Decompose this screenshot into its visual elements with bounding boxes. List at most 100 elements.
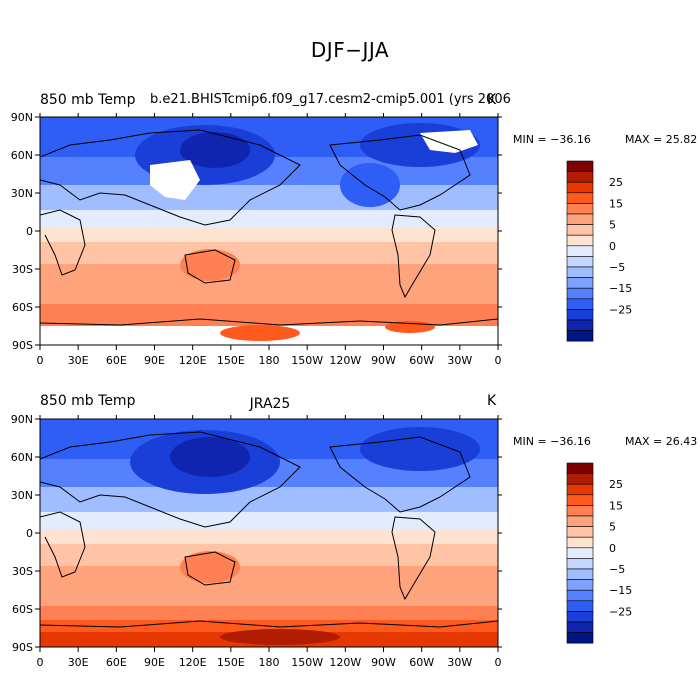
panel2-units: K <box>487 393 497 409</box>
panel1-colorbar-boxes <box>566 160 594 342</box>
colorbar-box <box>566 277 594 289</box>
lat-tick-label: 30S <box>12 565 33 578</box>
colorbar-box <box>566 213 594 225</box>
colorbar-box <box>566 483 594 496</box>
colorbar-box <box>566 171 594 183</box>
lat-tick-label: 0 <box>26 225 33 238</box>
colorbar-box <box>566 494 594 506</box>
panel1-min-label: MIN = −36.16 <box>513 133 591 146</box>
colorbar-label: 5 <box>609 219 616 232</box>
colorbar-box <box>566 181 594 194</box>
panel1-coastlines <box>40 129 498 326</box>
figure-title: DJF−JJA <box>310 38 390 62</box>
panel2-lat-axis: 90N 60N 30N 0 30S 60S 90S <box>11 413 502 654</box>
panel2-field <box>40 419 498 647</box>
colorbar-box <box>566 256 594 268</box>
lon-tick-label: 30W <box>447 354 472 367</box>
colorbar-box <box>566 526 594 538</box>
colorbar-box <box>566 568 594 580</box>
lon-tick-label: 150E <box>217 656 245 669</box>
colorbar-box <box>566 203 594 215</box>
colorbar-label: 0 <box>609 240 616 253</box>
panel2-left-title: 850 mb Temp <box>40 393 136 409</box>
lon-tick-label: 150W <box>291 656 323 669</box>
colorbar-box <box>566 505 594 517</box>
panel1-left-title: 850 mb Temp <box>40 92 136 108</box>
panel2-colorbar: 25 15 5 0 −5 −15 −25 <box>566 462 632 644</box>
panel1-lat-axis: 90N 60N 30N 0 30S 60S 90S <box>11 111 502 352</box>
panel1-units: K <box>487 92 497 108</box>
colorbar-box <box>566 579 594 591</box>
panel2-coastlines <box>40 431 498 628</box>
colorbar-label: 5 <box>609 521 616 534</box>
lat-tick-label: 60N <box>11 451 33 464</box>
lon-tick-label: 60W <box>409 354 434 367</box>
panel2-lon-axis: 0 30E 60E 90E 120E 150E 180 150W 120W 90W 60W 30W 0 <box>37 415 502 669</box>
lat-tick-label: 60S <box>12 603 33 616</box>
lat-tick-label: 30S <box>12 263 33 276</box>
colorbar-box <box>566 621 594 633</box>
lon-tick-label: 60E <box>106 354 127 367</box>
panel2-colorbar-labels: 25 15 5 0 −5 −15 −25 <box>609 478 632 618</box>
lat-tick-label: 90S <box>12 641 33 654</box>
lat-tick-label: 60S <box>12 301 33 314</box>
lon-tick-label: 150E <box>217 354 245 367</box>
lon-tick-label: 90E <box>144 656 165 669</box>
panel2-colorbar-boxes <box>566 462 594 644</box>
panel2-center-title: JRA25 <box>249 396 291 412</box>
lat-tick-label: 30N <box>11 187 33 200</box>
colorbar-box <box>566 611 594 623</box>
panel1-center-title: b.e21.BHISTcmip6.f09_g17.cesm2-cmip5.001… <box>150 92 510 107</box>
panel1-lon-axis: 0 30E 60E 90E 120E 150E 180 150W 120W 90W 60W 30W 0 <box>37 113 502 367</box>
panel1-colorbar-labels: 25 15 5 0 −5 −15 −25 <box>609 176 632 316</box>
colorbar-label: −25 <box>609 303 632 316</box>
panel1-colorbar: 25 15 5 0 −5 −15 −25 <box>566 160 632 342</box>
lat-tick-label: 90S <box>12 339 33 352</box>
lat-tick-label: 0 <box>26 527 33 540</box>
lat-tick-label: 30N <box>11 489 33 502</box>
colorbar-box <box>566 287 594 300</box>
colorbar-box <box>566 298 594 310</box>
colorbar-label: −5 <box>609 563 625 576</box>
lon-tick-label: 60W <box>409 656 434 669</box>
colorbar-label: −25 <box>609 605 632 618</box>
lon-tick-label: 120E <box>179 354 207 367</box>
lon-tick-label: 90W <box>371 354 396 367</box>
colorbar-label: 25 <box>609 478 623 491</box>
panel1-max-label: MAX = 25.82 <box>625 133 698 146</box>
colorbar-box <box>566 515 594 527</box>
lon-tick-label: 30E <box>68 354 89 367</box>
colorbar-box <box>566 462 594 474</box>
colorbar-label: 0 <box>609 542 616 555</box>
lon-tick-label: 0 <box>495 656 502 669</box>
lon-tick-label: 0 <box>37 354 44 367</box>
colorbar-box <box>566 330 594 342</box>
colorbar-box <box>566 558 594 570</box>
lat-tick-label: 90N <box>11 111 33 124</box>
colorbar-box <box>566 536 594 549</box>
colorbar-box <box>566 632 594 644</box>
colorbar-box <box>566 192 594 204</box>
lon-tick-label: 90E <box>144 354 165 367</box>
panel1-map: 0 30E 60E 90E 120E 150E 180 150W 120W 90W 60W 30W 0 … <box>11 111 502 367</box>
lon-tick-label: 0 <box>37 656 44 669</box>
colorbar-label: 25 <box>609 176 623 189</box>
lon-tick-label: 30W <box>447 656 472 669</box>
lon-tick-label: 150W <box>291 354 323 367</box>
colorbar-label: 15 <box>609 197 623 210</box>
lat-tick-label: 60N <box>11 149 33 162</box>
colorbar-label: 15 <box>609 499 623 512</box>
colorbar-label: −5 <box>609 261 625 274</box>
colorbar-box <box>566 234 594 247</box>
colorbar-box <box>566 547 594 559</box>
colorbar-box <box>566 245 594 257</box>
lat-tick-label: 90N <box>11 413 33 426</box>
colorbar-box <box>566 589 594 602</box>
colorbar-box <box>566 319 594 331</box>
colorbar-label: −15 <box>609 584 632 597</box>
colorbar-box <box>566 224 594 236</box>
lon-tick-label: 180 <box>259 354 280 367</box>
colorbar-box <box>566 600 594 612</box>
colorbar-box <box>566 309 594 321</box>
lon-tick-label: 180 <box>259 656 280 669</box>
